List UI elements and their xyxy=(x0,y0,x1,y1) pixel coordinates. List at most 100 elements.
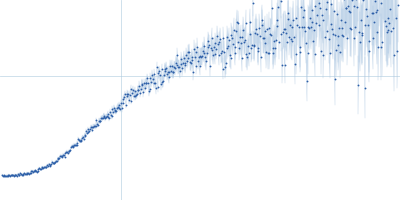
Point xyxy=(34,170,40,173)
Point xyxy=(271,40,278,43)
Point xyxy=(282,27,288,30)
Point xyxy=(113,109,120,112)
Point xyxy=(89,129,96,132)
Point xyxy=(0,174,6,177)
Point xyxy=(183,53,189,57)
Point xyxy=(292,16,299,20)
Point xyxy=(150,77,156,81)
Point xyxy=(256,27,262,30)
Point xyxy=(39,166,46,170)
Point xyxy=(144,77,150,80)
Point xyxy=(170,70,176,73)
Point xyxy=(328,2,334,6)
Point xyxy=(97,119,104,122)
Point xyxy=(341,0,347,1)
Point xyxy=(31,170,38,173)
Point xyxy=(43,166,50,169)
Point xyxy=(266,52,273,55)
Point xyxy=(162,69,169,72)
Point xyxy=(91,125,97,128)
Point xyxy=(280,30,286,33)
Point xyxy=(57,155,63,158)
Point xyxy=(70,144,77,148)
Point xyxy=(339,27,346,30)
Point xyxy=(216,53,222,56)
Point xyxy=(374,9,380,12)
Point xyxy=(372,11,379,14)
Point xyxy=(296,26,302,29)
Point xyxy=(111,106,117,109)
Point xyxy=(342,6,349,9)
Point xyxy=(61,154,67,157)
Point xyxy=(122,103,129,106)
Point xyxy=(54,160,60,163)
Point xyxy=(98,117,104,120)
Point xyxy=(390,26,396,30)
Point xyxy=(22,172,29,176)
Point xyxy=(384,31,390,34)
Point xyxy=(34,170,41,173)
Point xyxy=(230,42,236,45)
Point xyxy=(352,25,358,28)
Point xyxy=(196,55,202,58)
Point xyxy=(40,166,46,169)
Point xyxy=(28,170,34,173)
Point xyxy=(131,89,138,92)
Point xyxy=(308,26,314,29)
Point xyxy=(383,25,389,28)
Point xyxy=(145,81,151,84)
Point xyxy=(369,12,375,15)
Point xyxy=(257,35,263,38)
Point xyxy=(107,111,113,114)
Point xyxy=(242,39,248,42)
Point xyxy=(220,67,226,70)
Point xyxy=(231,51,238,54)
Point xyxy=(241,40,247,43)
Point xyxy=(208,36,215,40)
Point xyxy=(300,8,307,12)
Point xyxy=(172,67,178,70)
Point xyxy=(51,161,58,165)
Point xyxy=(388,30,394,33)
Point xyxy=(268,33,274,36)
Point xyxy=(263,51,270,54)
Point xyxy=(99,117,105,120)
Point xyxy=(184,59,190,62)
Point xyxy=(75,137,81,140)
Point xyxy=(270,51,277,54)
Point xyxy=(64,150,70,154)
Point xyxy=(60,153,66,156)
Point xyxy=(248,47,254,50)
Point xyxy=(338,19,344,22)
Point xyxy=(221,50,228,53)
Point xyxy=(296,46,303,49)
Point xyxy=(303,41,309,44)
Point xyxy=(19,173,25,177)
Point xyxy=(33,170,39,173)
Point xyxy=(343,7,350,10)
Point xyxy=(300,15,306,19)
Point xyxy=(87,128,93,131)
Point xyxy=(110,110,116,113)
Point xyxy=(213,47,220,51)
Point xyxy=(222,61,229,65)
Point xyxy=(72,144,78,147)
Point xyxy=(128,99,134,102)
Point xyxy=(159,80,166,84)
Point xyxy=(228,33,234,36)
Point xyxy=(104,115,110,118)
Point xyxy=(218,51,224,54)
Point xyxy=(194,45,200,48)
Point xyxy=(105,115,112,118)
Point xyxy=(170,70,177,73)
Point xyxy=(152,81,158,84)
Point xyxy=(36,166,42,169)
Point xyxy=(243,52,250,55)
Point xyxy=(74,142,80,145)
Point xyxy=(38,168,44,171)
Point xyxy=(1,174,8,177)
Point xyxy=(186,50,192,54)
Point xyxy=(88,125,94,129)
Point xyxy=(240,28,246,31)
Point xyxy=(55,158,62,161)
